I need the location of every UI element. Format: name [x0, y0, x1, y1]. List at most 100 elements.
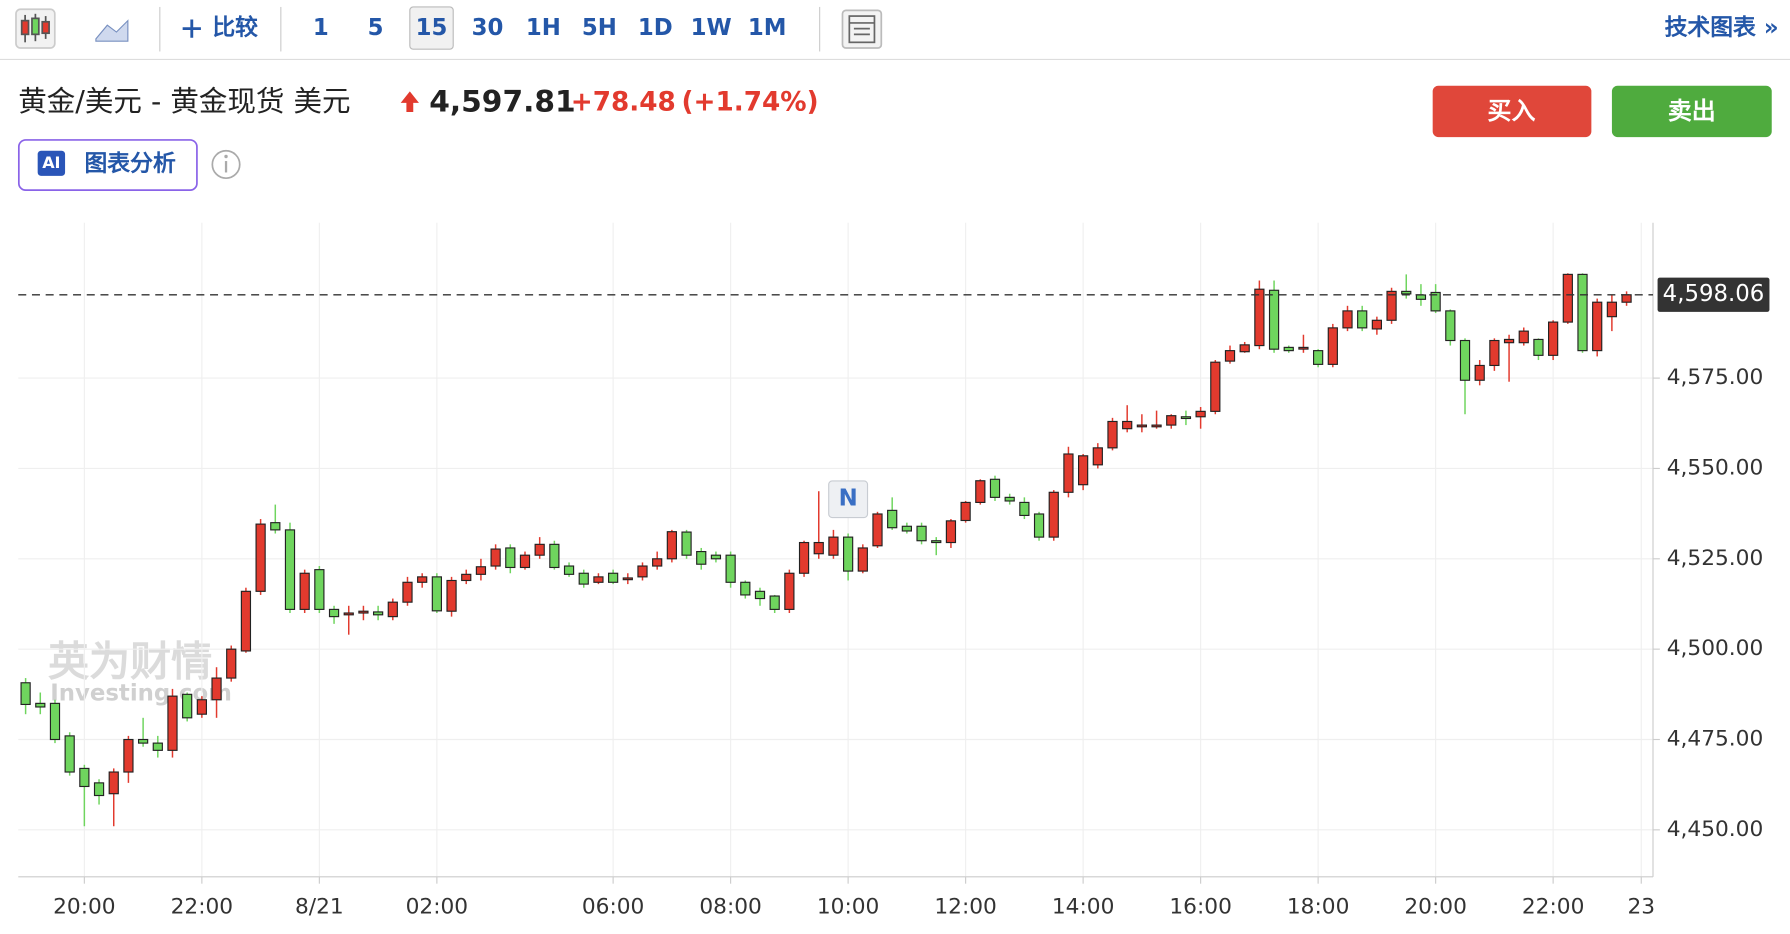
candle-body — [1386, 290, 1397, 321]
candle-body — [490, 548, 501, 567]
ai-label[interactable]: 图表分析 — [84, 151, 175, 177]
annotation-text: N — [839, 486, 858, 512]
candle-body — [666, 531, 677, 560]
x-tick-label: 02:00 — [406, 895, 469, 920]
candle-body — [314, 569, 325, 610]
buy-button[interactable] — [1432, 85, 1592, 138]
candle-body — [916, 525, 927, 542]
y-tick-label: 4,550.00 — [1667, 455, 1764, 480]
area-icon[interactable] — [95, 19, 129, 42]
interval[interactable]: 1M — [748, 15, 787, 41]
candle-body — [1239, 344, 1250, 353]
price: 4,597.81 — [429, 83, 575, 118]
y-tick-label: 4,525.00 — [1667, 546, 1764, 571]
candle-body — [1268, 289, 1280, 350]
interval[interactable]: 1D — [638, 15, 673, 41]
candle-body — [710, 554, 722, 560]
candle-body — [1063, 453, 1074, 493]
candle-body — [20, 682, 31, 706]
candle-body — [1459, 339, 1471, 381]
x-tick-label: 8/21 — [295, 895, 344, 920]
candle-body — [1489, 339, 1500, 367]
y-tick-label: 4,450.00 — [1667, 817, 1764, 842]
x-tick-label: 18:00 — [1287, 895, 1350, 920]
candle-body — [578, 572, 589, 585]
interval[interactable]: 5H — [582, 15, 617, 41]
candle-body — [1004, 496, 1015, 502]
candle-body — [417, 576, 428, 583]
y-tick-label: 4,575.00 — [1667, 365, 1764, 390]
candle-body — [1195, 410, 1206, 418]
buy-label[interactable]: 买入 — [1487, 97, 1535, 125]
layout-icon[interactable] — [841, 9, 883, 49]
compare[interactable]: 比较 — [212, 14, 258, 41]
candle-body — [402, 581, 413, 603]
x-tick-label: 23 — [1627, 895, 1655, 920]
candle-body — [35, 702, 46, 708]
interval[interactable]: 1 — [313, 15, 329, 41]
candle-body — [769, 595, 780, 610]
x-tick-label: 22:00 — [1522, 895, 1585, 920]
candle-body — [784, 572, 795, 610]
technical-chart-link[interactable]: 技术图表 » — [1665, 15, 1779, 41]
candle-body — [1224, 350, 1236, 362]
candle-body — [798, 541, 810, 574]
candle-body — [989, 478, 1001, 498]
candle-body — [1533, 338, 1544, 356]
candle-body — [857, 547, 868, 572]
candle-body — [211, 677, 222, 701]
candle-body — [813, 541, 824, 555]
candle-body — [842, 536, 854, 572]
candle-body — [1210, 361, 1221, 412]
interval[interactable]: 30 — [472, 15, 504, 41]
candle-body — [108, 771, 119, 795]
candle-body — [887, 509, 898, 529]
candle-body — [1254, 288, 1265, 347]
x-tick-label: 16:00 — [1169, 895, 1232, 920]
candle-icon[interactable] — [15, 8, 56, 49]
interval[interactable]: 15 — [416, 15, 448, 41]
interval[interactable]: 1H — [526, 15, 561, 41]
candle-body — [226, 648, 237, 679]
candle-body — [240, 590, 252, 652]
candle-body — [1606, 301, 1618, 318]
sell-button[interactable] — [1611, 85, 1772, 138]
up-arrow — [400, 91, 419, 112]
candle-body — [79, 767, 90, 788]
interval[interactable]: 1W — [691, 15, 732, 41]
candle-body — [1518, 330, 1529, 344]
candle-body — [622, 577, 633, 581]
candle-body — [152, 742, 163, 751]
candle-body — [1342, 310, 1353, 329]
y-tick-label: 4,475.00 — [1667, 726, 1764, 751]
ai-badge-text: AI — [42, 153, 60, 172]
change-pct: (+1.74%) — [682, 87, 819, 117]
watermark-cn: 英为财情 — [48, 637, 212, 685]
candle-body — [182, 693, 193, 719]
candle-body — [270, 522, 281, 531]
candle-body — [1503, 338, 1515, 344]
candle-body — [1474, 364, 1485, 381]
x-tick-label: 20:00 — [1404, 895, 1467, 920]
candle-body — [549, 543, 560, 569]
ai-badge — [37, 150, 66, 176]
x-tick-label: 10:00 — [817, 895, 880, 920]
candle-body — [1357, 310, 1368, 329]
candle-body — [931, 540, 942, 544]
last-price-label: 4,598.06 — [1663, 281, 1765, 307]
candle-body — [637, 565, 648, 578]
candle-body — [901, 525, 912, 532]
candle-body — [1548, 321, 1559, 356]
candle-body — [93, 782, 105, 797]
candle-body — [505, 547, 516, 569]
candle-body — [1415, 294, 1427, 300]
info-icon[interactable] — [211, 149, 241, 180]
candle-body — [167, 695, 178, 751]
candle-body — [64, 735, 75, 773]
x-tick-label: 06:00 — [582, 895, 645, 920]
candle-body — [123, 738, 134, 773]
interval[interactable]: 5 — [368, 15, 384, 41]
candle-body — [534, 543, 545, 556]
sell-label[interactable]: 卖出 — [1668, 97, 1716, 125]
candle-body — [593, 576, 604, 583]
